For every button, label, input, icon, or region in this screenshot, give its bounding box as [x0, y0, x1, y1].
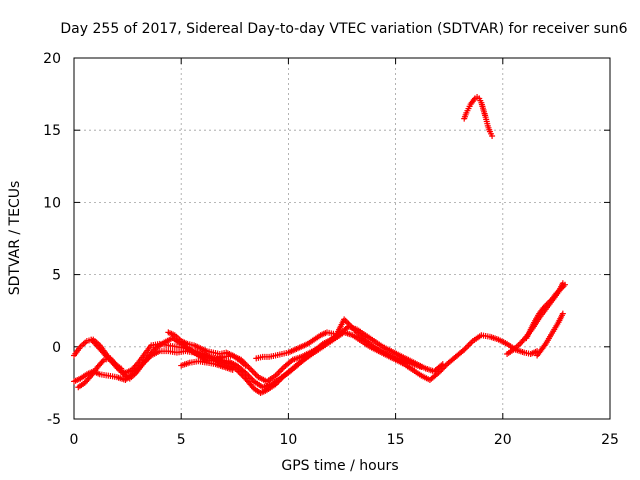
x-tick-label: 10 — [279, 432, 297, 448]
y-tick-label: -5 — [47, 412, 61, 428]
series-track-5 — [165, 329, 249, 369]
series-track-6 — [178, 358, 236, 373]
y-tick-label: 0 — [52, 340, 61, 356]
y-axis-label: SDTVAR / TECUs — [7, 181, 23, 296]
x-tick-label: 20 — [494, 432, 512, 448]
data-point — [118, 365, 125, 372]
y-tick-label: 10 — [43, 195, 61, 211]
data-point — [439, 361, 446, 368]
series-track-11 — [461, 93, 496, 139]
y-tick-label: 5 — [52, 268, 61, 284]
marker-layer — [71, 93, 568, 397]
series-track-3 — [75, 316, 425, 391]
grid-layer — [74, 58, 610, 419]
data-point — [229, 366, 236, 373]
data-point — [559, 310, 566, 317]
series-track-4 — [88, 336, 125, 372]
x-tick-label: 0 — [70, 432, 79, 448]
chart-title: Day 255 of 2017, Sidereal Day-to-day VTE… — [60, 21, 627, 37]
series-track-7 — [253, 329, 337, 362]
plot-frame — [73, 57, 611, 420]
y-tick-label: 20 — [43, 51, 61, 67]
x-tick-label: 25 — [601, 432, 619, 448]
data-point — [489, 132, 496, 139]
data-point — [561, 281, 568, 288]
data-point — [418, 364, 425, 371]
x-axis-label: GPS time / hours — [281, 458, 398, 474]
data-point — [330, 330, 337, 337]
series-track-10 — [534, 310, 566, 359]
data-point — [242, 362, 249, 369]
series-track-9 — [523, 281, 568, 342]
x-tick-label: 5 — [177, 432, 186, 448]
y-tick-label: 15 — [43, 123, 61, 139]
x-tick-label: 15 — [387, 432, 405, 448]
